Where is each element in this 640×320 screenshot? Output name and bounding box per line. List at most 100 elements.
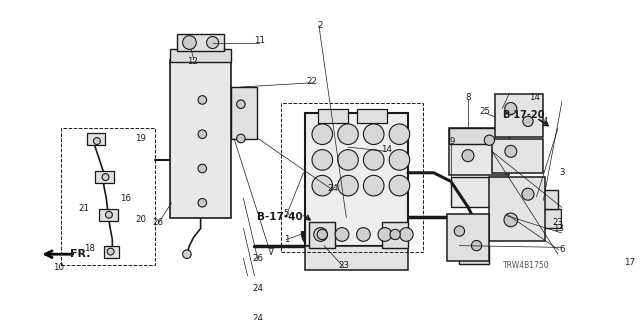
- Text: 5: 5: [284, 209, 289, 219]
- Text: 8: 8: [465, 93, 471, 102]
- Circle shape: [198, 198, 207, 207]
- Circle shape: [314, 228, 328, 241]
- Text: 24: 24: [327, 184, 338, 193]
- Bar: [447, 214, 490, 261]
- Circle shape: [237, 134, 245, 143]
- Bar: [451, 177, 506, 207]
- Circle shape: [505, 145, 517, 157]
- Bar: [61, 128, 155, 265]
- Circle shape: [106, 211, 113, 218]
- Bar: [310, 222, 335, 248]
- Bar: [318, 109, 348, 123]
- Bar: [356, 109, 387, 123]
- Bar: [495, 94, 543, 137]
- Text: 16: 16: [120, 194, 131, 203]
- Circle shape: [93, 138, 100, 145]
- Circle shape: [338, 150, 358, 170]
- Text: 20: 20: [135, 215, 146, 224]
- Text: 7: 7: [268, 248, 274, 257]
- Text: 9: 9: [450, 137, 455, 146]
- Circle shape: [237, 100, 245, 108]
- Circle shape: [198, 130, 207, 139]
- Circle shape: [522, 188, 534, 200]
- Circle shape: [504, 213, 518, 227]
- Text: 26: 26: [253, 254, 264, 263]
- Bar: [86, 133, 106, 145]
- Text: 25: 25: [479, 107, 491, 116]
- Circle shape: [364, 150, 384, 170]
- Circle shape: [389, 150, 410, 170]
- Bar: [382, 222, 408, 248]
- Text: 3: 3: [559, 168, 565, 177]
- Bar: [492, 139, 543, 173]
- Circle shape: [198, 96, 207, 104]
- Bar: [104, 246, 119, 258]
- Text: 13: 13: [554, 224, 564, 233]
- Text: 1: 1: [284, 235, 289, 244]
- Text: 14: 14: [381, 145, 392, 154]
- Circle shape: [505, 102, 517, 115]
- Circle shape: [312, 175, 333, 196]
- Bar: [536, 209, 561, 228]
- Text: FR.: FR.: [70, 249, 91, 259]
- Circle shape: [462, 150, 474, 162]
- Bar: [170, 60, 232, 218]
- Text: 12: 12: [186, 57, 198, 66]
- Circle shape: [335, 228, 349, 241]
- Circle shape: [312, 150, 333, 170]
- Circle shape: [198, 164, 207, 173]
- Circle shape: [364, 124, 384, 145]
- Text: 17: 17: [623, 258, 635, 267]
- Bar: [281, 102, 422, 252]
- Circle shape: [182, 36, 196, 49]
- Text: TRW4B1750: TRW4B1750: [503, 261, 550, 270]
- Circle shape: [364, 175, 384, 196]
- Bar: [460, 246, 490, 264]
- Text: B-17-20: B-17-20: [502, 109, 545, 119]
- Bar: [99, 209, 118, 221]
- Circle shape: [389, 124, 410, 145]
- Bar: [449, 128, 509, 175]
- Text: 23: 23: [338, 261, 349, 270]
- Text: B-17-40: B-17-40: [257, 212, 302, 222]
- Circle shape: [472, 240, 482, 251]
- Circle shape: [454, 226, 465, 236]
- Bar: [232, 87, 257, 139]
- Circle shape: [356, 228, 371, 241]
- Bar: [305, 113, 408, 246]
- Text: 4: 4: [542, 117, 548, 126]
- Bar: [305, 246, 408, 270]
- Bar: [490, 177, 545, 241]
- Text: 24: 24: [253, 284, 264, 293]
- Text: 21: 21: [79, 204, 90, 213]
- Circle shape: [523, 116, 533, 126]
- Text: 24: 24: [253, 314, 264, 320]
- Circle shape: [207, 36, 219, 49]
- Text: 22: 22: [307, 76, 317, 85]
- Bar: [177, 34, 224, 51]
- Text: 26: 26: [152, 218, 163, 227]
- Circle shape: [389, 175, 410, 196]
- Text: 14: 14: [529, 93, 540, 102]
- Circle shape: [399, 228, 413, 241]
- Circle shape: [317, 229, 328, 240]
- Text: 2: 2: [318, 21, 323, 30]
- Circle shape: [338, 175, 358, 196]
- Bar: [449, 128, 509, 144]
- Bar: [338, 128, 360, 147]
- Circle shape: [390, 229, 400, 240]
- Text: 11: 11: [254, 36, 265, 45]
- Bar: [170, 49, 232, 62]
- Circle shape: [108, 248, 114, 255]
- Circle shape: [484, 135, 495, 145]
- Circle shape: [102, 174, 109, 180]
- Circle shape: [378, 228, 392, 241]
- Bar: [95, 171, 114, 183]
- Text: 19: 19: [135, 134, 146, 143]
- Bar: [536, 190, 558, 209]
- Text: 6: 6: [559, 245, 565, 254]
- Text: 23: 23: [552, 218, 563, 227]
- Circle shape: [182, 250, 191, 259]
- Circle shape: [338, 124, 358, 145]
- Text: 10: 10: [53, 262, 64, 272]
